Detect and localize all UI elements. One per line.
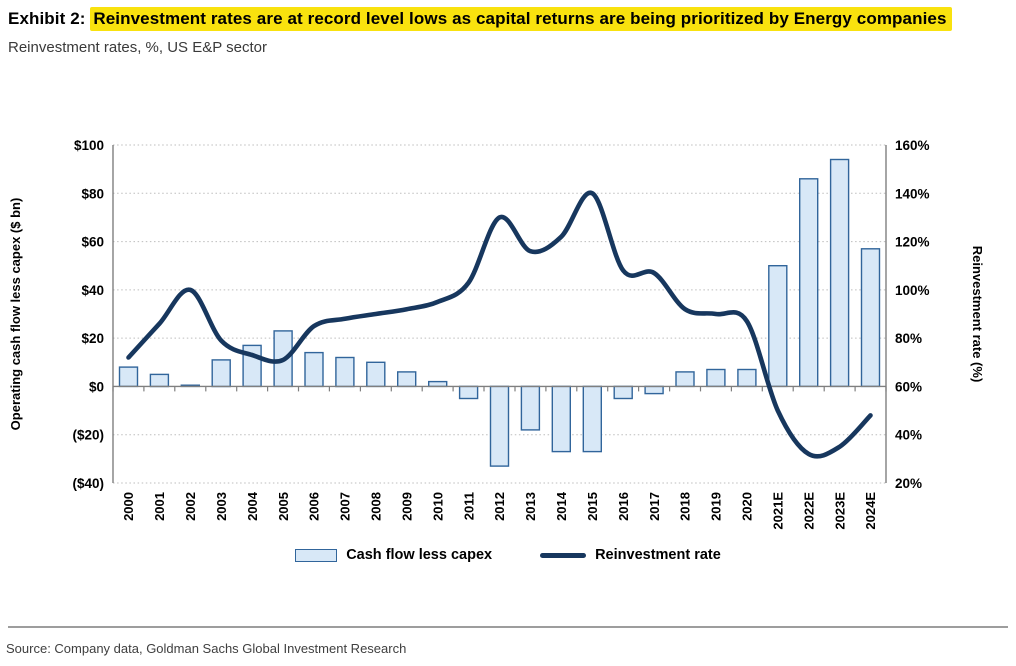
- bar-series: [118, 158, 881, 467]
- svg-text:2014: 2014: [554, 491, 569, 521]
- chart-subtitle: Reinvestment rates, %, US E&P sector: [8, 39, 267, 56]
- bar-2003: [211, 359, 231, 388]
- legend-item-line: Reinvestment rate: [540, 547, 721, 563]
- svg-text:2021E: 2021E: [771, 492, 786, 530]
- legend-label-bars: Cash flow less capex: [346, 547, 493, 563]
- svg-text:($40): ($40): [72, 476, 104, 491]
- legend-label-line: Reinvestment rate: [595, 547, 721, 563]
- svg-text:2012: 2012: [492, 492, 507, 521]
- svg-text:$0: $0: [89, 379, 104, 394]
- svg-text:2010: 2010: [430, 492, 445, 521]
- bar-2020: [737, 368, 757, 388]
- svg-text:$60: $60: [81, 235, 104, 250]
- bar-2000: [118, 366, 139, 388]
- svg-text:2023E: 2023E: [832, 492, 847, 530]
- right-axis-title: Reinvestment rate (%): [970, 246, 985, 383]
- svg-text:20%: 20%: [895, 476, 922, 491]
- svg-text:2024E: 2024E: [863, 492, 878, 530]
- x-axis-tick-labels: 2000 2001 2002 2003 2004 2005 2006 2007 2008 2009…: [121, 491, 878, 529]
- svg-text:$40: $40: [81, 283, 104, 298]
- left-axis-tick-labels: $100 $80 $60 $40 $20 $0 ($20) ($40): [72, 138, 104, 491]
- svg-text:2015: 2015: [585, 492, 600, 521]
- svg-text:2004: 2004: [245, 491, 260, 521]
- svg-text:2003: 2003: [214, 492, 229, 521]
- chart-area: $100 $80 $60 $40 $20 $0 ($20) ($40) 160% 140% 120%…: [0, 130, 1016, 550]
- exhibit-header: Exhibit 2: Reinvestment rates are at rec…: [8, 6, 1008, 56]
- bar-2022E: [799, 178, 819, 388]
- svg-text:2019: 2019: [709, 492, 724, 521]
- svg-text:2018: 2018: [678, 492, 693, 521]
- svg-text:120%: 120%: [895, 235, 930, 250]
- dual-axis-chart: $100 $80 $60 $40 $20 $0 ($20) ($40) 160% 140% 120%…: [8, 138, 985, 530]
- svg-text:60%: 60%: [895, 379, 922, 394]
- svg-text:40%: 40%: [895, 428, 922, 443]
- bar-2009: [397, 371, 417, 388]
- bar-swatch-icon: [295, 548, 338, 562]
- svg-text:2011: 2011: [461, 492, 476, 520]
- svg-text:2020: 2020: [740, 492, 755, 521]
- bar-2024E: [860, 248, 881, 388]
- bar-2012: [489, 385, 510, 467]
- bar-2017: [644, 385, 664, 395]
- svg-text:2002: 2002: [183, 492, 198, 521]
- left-axis-title: Operating cash flow less capex ($ bn): [8, 198, 23, 431]
- exhibit-number: Exhibit 2:: [8, 9, 86, 28]
- svg-text:2008: 2008: [369, 492, 384, 521]
- bar-2021E: [768, 264, 788, 388]
- svg-text:2013: 2013: [523, 492, 538, 521]
- bar-2010: [428, 380, 448, 388]
- svg-text:2016: 2016: [616, 492, 631, 521]
- svg-text:160%: 160%: [895, 138, 930, 153]
- svg-text:2005: 2005: [276, 492, 291, 521]
- gridlines: [113, 144, 886, 484]
- footer-divider: [8, 626, 1008, 628]
- line-swatch-icon: [540, 552, 587, 558]
- source-note: Source: Company data, Goldman Sachs Glob…: [6, 641, 407, 656]
- bar-2015: [582, 385, 602, 453]
- bar-2013: [520, 385, 541, 431]
- exhibit-title: Exhibit 2: Reinvestment rates are at rec…: [8, 6, 966, 31]
- bar-2023E: [829, 158, 850, 388]
- svg-text:$20: $20: [81, 331, 104, 346]
- bar-2001: [149, 373, 170, 388]
- svg-text:$80: $80: [81, 186, 104, 201]
- svg-text:80%: 80%: [895, 331, 922, 346]
- svg-text:2000: 2000: [121, 492, 136, 521]
- axes: [112, 145, 887, 483]
- svg-text:2009: 2009: [399, 492, 414, 521]
- bar-2008: [366, 361, 386, 388]
- svg-text:2006: 2006: [307, 492, 322, 521]
- svg-text:($20): ($20): [72, 428, 104, 443]
- svg-text:2007: 2007: [338, 492, 353, 521]
- svg-text:2017: 2017: [647, 492, 662, 521]
- svg-text:2001: 2001: [152, 492, 167, 521]
- bar-2016: [613, 385, 633, 400]
- svg-text:100%: 100%: [895, 283, 930, 298]
- bar-2011: [458, 385, 479, 400]
- bar-2007: [335, 356, 355, 388]
- bar-2006: [304, 351, 324, 388]
- exhibit-title-highlighted: Reinvestment rates are at record level l…: [90, 7, 952, 31]
- bar-2014: [551, 385, 571, 453]
- svg-text:2022E: 2022E: [801, 492, 816, 530]
- right-axis-tick-labels: 160% 140% 120% 100% 80% 60% 40% 20%: [895, 138, 930, 491]
- bar-2018: [675, 371, 695, 388]
- svg-text:$100: $100: [74, 138, 104, 153]
- reinvestment-rate-line: [126, 190, 873, 459]
- legend-item-bars: Cash flow less capex: [295, 547, 492, 563]
- chart-legend: Cash flow less capex Reinvestment rate: [0, 547, 1016, 563]
- bar-2019: [706, 368, 726, 388]
- svg-text:140%: 140%: [895, 186, 930, 201]
